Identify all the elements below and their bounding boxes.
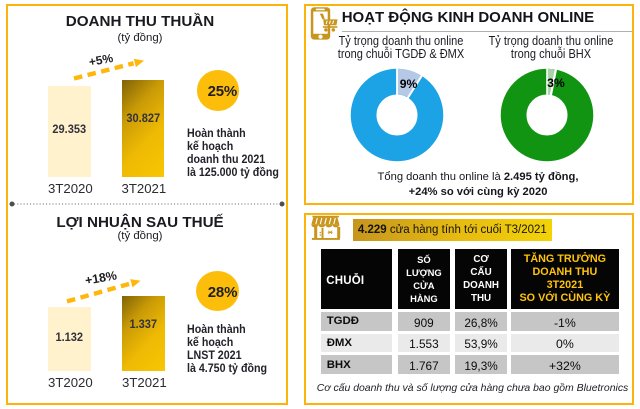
svg-text:3%: 3% (547, 76, 565, 90)
svg-text:9%: 9% (400, 77, 418, 91)
